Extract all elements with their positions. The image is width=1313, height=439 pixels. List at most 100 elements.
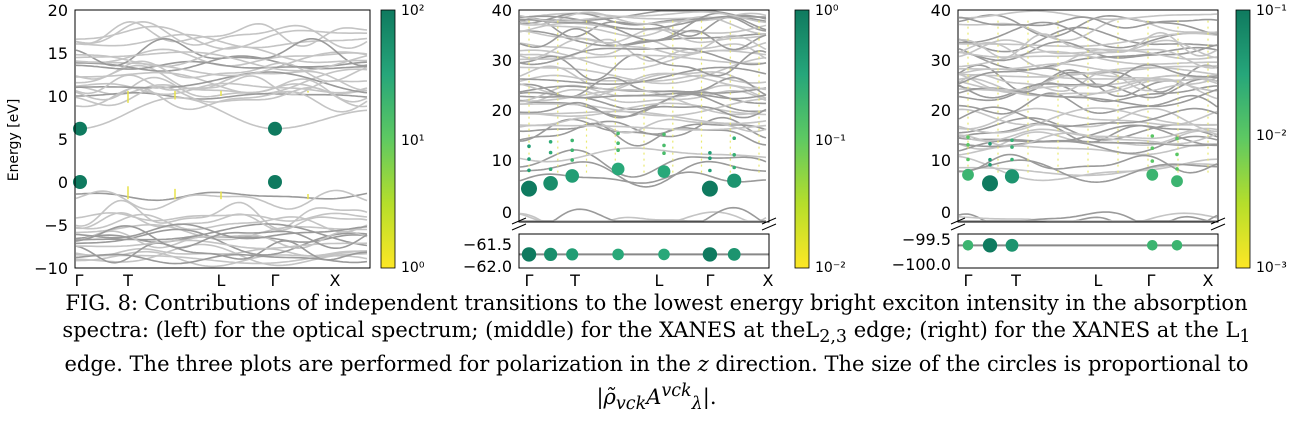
band-line	[519, 47, 767, 66]
ytick: −62.0	[463, 257, 512, 276]
xtick: L	[1094, 271, 1103, 290]
band-line	[519, 117, 767, 134]
axis-break-right	[950, 217, 1226, 231]
panel-right: 40 30 20 10 0 −99.5 −100.0 Γ T L Γ X 10⁻…	[892, 1, 1287, 290]
transition-point	[966, 143, 970, 147]
band-line	[519, 66, 767, 85]
points-left	[73, 90, 309, 200]
ytick: 5	[58, 130, 68, 149]
transition-point	[1175, 152, 1179, 157]
band-line	[520, 110, 767, 125]
figure-8: Energy [eV] 20 15 10 5 0 −5 −10 Γ T L Γ …	[6, 1, 1287, 290]
xtick: T	[122, 271, 133, 290]
band-line	[75, 45, 368, 68]
band-line	[958, 155, 1218, 182]
panel-middle: 40 30 20 10 0 −61.5 −62.0 Γ T L Γ X 10⁰ …	[463, 1, 846, 290]
band-line	[519, 16, 767, 38]
band-line	[75, 199, 368, 230]
xtick: Γ	[75, 271, 84, 290]
ytick: 10	[931, 151, 951, 170]
caption-math: |ρ̃	[596, 385, 616, 410]
band-line	[75, 38, 368, 67]
ytick: −99.5	[902, 230, 951, 249]
band-line	[75, 230, 368, 250]
band-line	[75, 96, 368, 130]
ytick: 15	[48, 44, 68, 63]
transition-point	[570, 158, 574, 162]
band-line	[959, 211, 1218, 222]
ytick: −10	[34, 259, 68, 278]
colorbar-middle	[794, 9, 810, 269]
band-line	[75, 223, 368, 241]
ytick: 10	[492, 151, 512, 170]
cbar-tick: 10⁻¹	[815, 133, 846, 149]
core-transition-point	[658, 248, 670, 261]
band-line	[75, 228, 368, 256]
transition-point	[616, 148, 620, 152]
transition-point	[732, 136, 736, 140]
band-line	[519, 171, 767, 184]
caption-sub: λ	[691, 394, 703, 415]
band-line	[519, 91, 767, 100]
band-line	[75, 225, 368, 249]
caption-math: z	[697, 352, 709, 377]
core-transition-point	[962, 240, 974, 251]
band-line	[75, 33, 368, 49]
points-middle	[521, 20, 760, 262]
caption-line-4: |ρ̃vckAvckλ|.	[0, 378, 1313, 418]
band-line	[958, 66, 1218, 78]
band-line	[958, 143, 1218, 156]
band-line	[75, 25, 367, 50]
band-line	[958, 16, 1218, 29]
band-line	[519, 149, 767, 178]
core-transition-point	[1005, 238, 1019, 252]
band-line	[519, 116, 767, 142]
band-line	[958, 41, 1218, 62]
transition-point	[1010, 157, 1014, 162]
band-line	[75, 51, 368, 72]
xtick: Γ	[1147, 271, 1156, 290]
band-line	[519, 28, 767, 51]
transition-point	[268, 121, 282, 136]
transition-point	[1146, 168, 1159, 181]
xtick: T	[1010, 271, 1021, 290]
figure-caption: FIG. 8: Contributions of independent tran…	[0, 290, 1313, 418]
transition-point	[657, 165, 671, 179]
xtick: Γ	[271, 271, 280, 290]
xtick: Γ	[525, 271, 534, 290]
core-transition-point	[521, 247, 537, 262]
xtick: T	[569, 271, 580, 290]
caption-line-1: FIG. 8: Contributions of independent tran…	[0, 290, 1313, 317]
transition-point	[1175, 167, 1179, 171]
transition-point	[662, 132, 666, 137]
band-line	[519, 38, 767, 62]
caption-text: spectra: (left) for the optical spectrum…	[62, 318, 820, 342]
band-line	[959, 63, 1218, 72]
caption-sub: vck	[615, 394, 647, 415]
transition-point	[982, 175, 998, 192]
ytick: 0	[502, 203, 512, 222]
band-line	[519, 211, 766, 222]
band-line	[75, 74, 368, 96]
transition-point	[727, 173, 742, 188]
band-line	[520, 206, 766, 222]
band-line	[519, 88, 767, 105]
transition-point	[527, 168, 531, 173]
transition-point	[616, 141, 620, 145]
transition-point	[988, 157, 992, 162]
band-line	[519, 122, 767, 147]
ytick: −5	[44, 216, 68, 235]
band-line	[75, 82, 368, 96]
transition-point	[73, 175, 87, 189]
transition-point	[1171, 175, 1183, 188]
transition-point	[701, 180, 718, 197]
transition-point	[708, 151, 712, 155]
caption-line-3: edge. The three plots are performed for …	[0, 351, 1313, 378]
cbar-tick: 10⁰	[401, 260, 425, 276]
core-transition-point	[1147, 240, 1158, 251]
xtick: L	[217, 271, 226, 290]
transition-point	[966, 157, 970, 162]
transition-point	[548, 150, 553, 155]
transition-point	[268, 175, 282, 189]
core-transition-point	[544, 247, 558, 261]
